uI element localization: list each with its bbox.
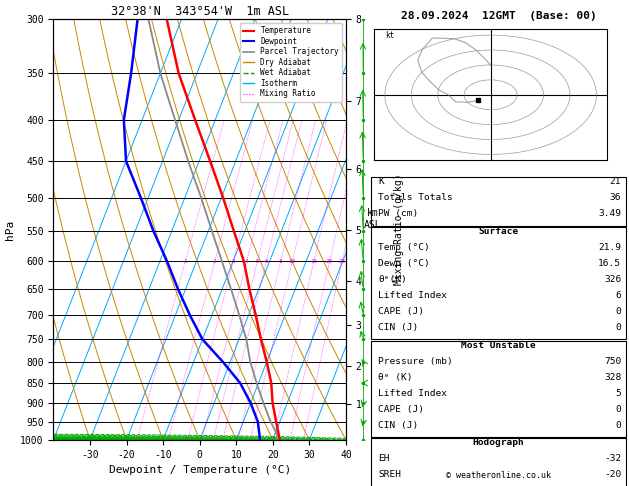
Title: 32°38'N  343°54'W  1m ASL: 32°38'N 343°54'W 1m ASL xyxy=(111,5,289,18)
Text: 750: 750 xyxy=(604,357,621,366)
Text: 6: 6 xyxy=(615,291,621,300)
Text: 25: 25 xyxy=(338,259,346,264)
Text: 8: 8 xyxy=(279,259,282,264)
Text: 326: 326 xyxy=(604,275,621,284)
Text: 15: 15 xyxy=(310,259,318,264)
Text: θᵉ (K): θᵉ (K) xyxy=(379,373,413,382)
Text: 0: 0 xyxy=(615,421,621,430)
Text: 0: 0 xyxy=(615,307,621,316)
Text: 328: 328 xyxy=(604,373,621,382)
Text: 3: 3 xyxy=(231,259,235,264)
Text: Lifted Index: Lifted Index xyxy=(379,291,447,300)
Text: 0: 0 xyxy=(615,405,621,414)
Text: K: K xyxy=(379,177,384,187)
Text: 28.09.2024  12GMT  (Base: 00): 28.09.2024 12GMT (Base: 00) xyxy=(401,11,596,21)
Text: Pressure (mb): Pressure (mb) xyxy=(379,357,453,366)
Text: Surface: Surface xyxy=(479,227,518,236)
Text: Mixing Ratio (g/kg): Mixing Ratio (g/kg) xyxy=(394,174,404,285)
Text: 4: 4 xyxy=(245,259,248,264)
Text: 0: 0 xyxy=(615,323,621,332)
Text: Totals Totals: Totals Totals xyxy=(379,193,453,203)
Text: 6: 6 xyxy=(264,259,268,264)
Text: Hodograph: Hodograph xyxy=(472,438,525,448)
Text: 21.9: 21.9 xyxy=(598,243,621,252)
Y-axis label: hPa: hPa xyxy=(4,220,14,240)
Text: 21: 21 xyxy=(610,177,621,187)
Text: CIN (J): CIN (J) xyxy=(379,323,419,332)
Text: 1: 1 xyxy=(183,259,187,264)
Text: -20: -20 xyxy=(604,470,621,480)
Text: 3.49: 3.49 xyxy=(598,209,621,219)
Text: PW (cm): PW (cm) xyxy=(379,209,419,219)
Text: CAPE (J): CAPE (J) xyxy=(379,307,425,316)
Text: SREH: SREH xyxy=(379,470,401,480)
Text: 2: 2 xyxy=(213,259,217,264)
Text: 5: 5 xyxy=(255,259,259,264)
Text: Dewp (°C): Dewp (°C) xyxy=(379,259,430,268)
Text: 16.5: 16.5 xyxy=(598,259,621,268)
Text: 36: 36 xyxy=(610,193,621,203)
Y-axis label: km
ASL: km ASL xyxy=(364,208,381,230)
Text: © weatheronline.co.uk: © weatheronline.co.uk xyxy=(446,471,551,480)
Text: -32: -32 xyxy=(604,454,621,464)
Text: CIN (J): CIN (J) xyxy=(379,421,419,430)
Text: CAPE (J): CAPE (J) xyxy=(379,405,425,414)
Text: θᵉ(K): θᵉ(K) xyxy=(379,275,407,284)
Text: Most Unstable: Most Unstable xyxy=(461,341,536,350)
Text: 10: 10 xyxy=(289,259,296,264)
Text: Lifted Index: Lifted Index xyxy=(379,389,447,398)
Text: 5: 5 xyxy=(615,389,621,398)
X-axis label: Dewpoint / Temperature (°C): Dewpoint / Temperature (°C) xyxy=(109,465,291,475)
Legend: Temperature, Dewpoint, Parcel Trajectory, Dry Adiabat, Wet Adiabat, Isotherm, Mi: Temperature, Dewpoint, Parcel Trajectory… xyxy=(240,23,342,102)
Text: Temp (°C): Temp (°C) xyxy=(379,243,430,252)
Text: kt: kt xyxy=(385,31,394,40)
Text: EH: EH xyxy=(379,454,390,464)
Text: 20: 20 xyxy=(326,259,333,264)
